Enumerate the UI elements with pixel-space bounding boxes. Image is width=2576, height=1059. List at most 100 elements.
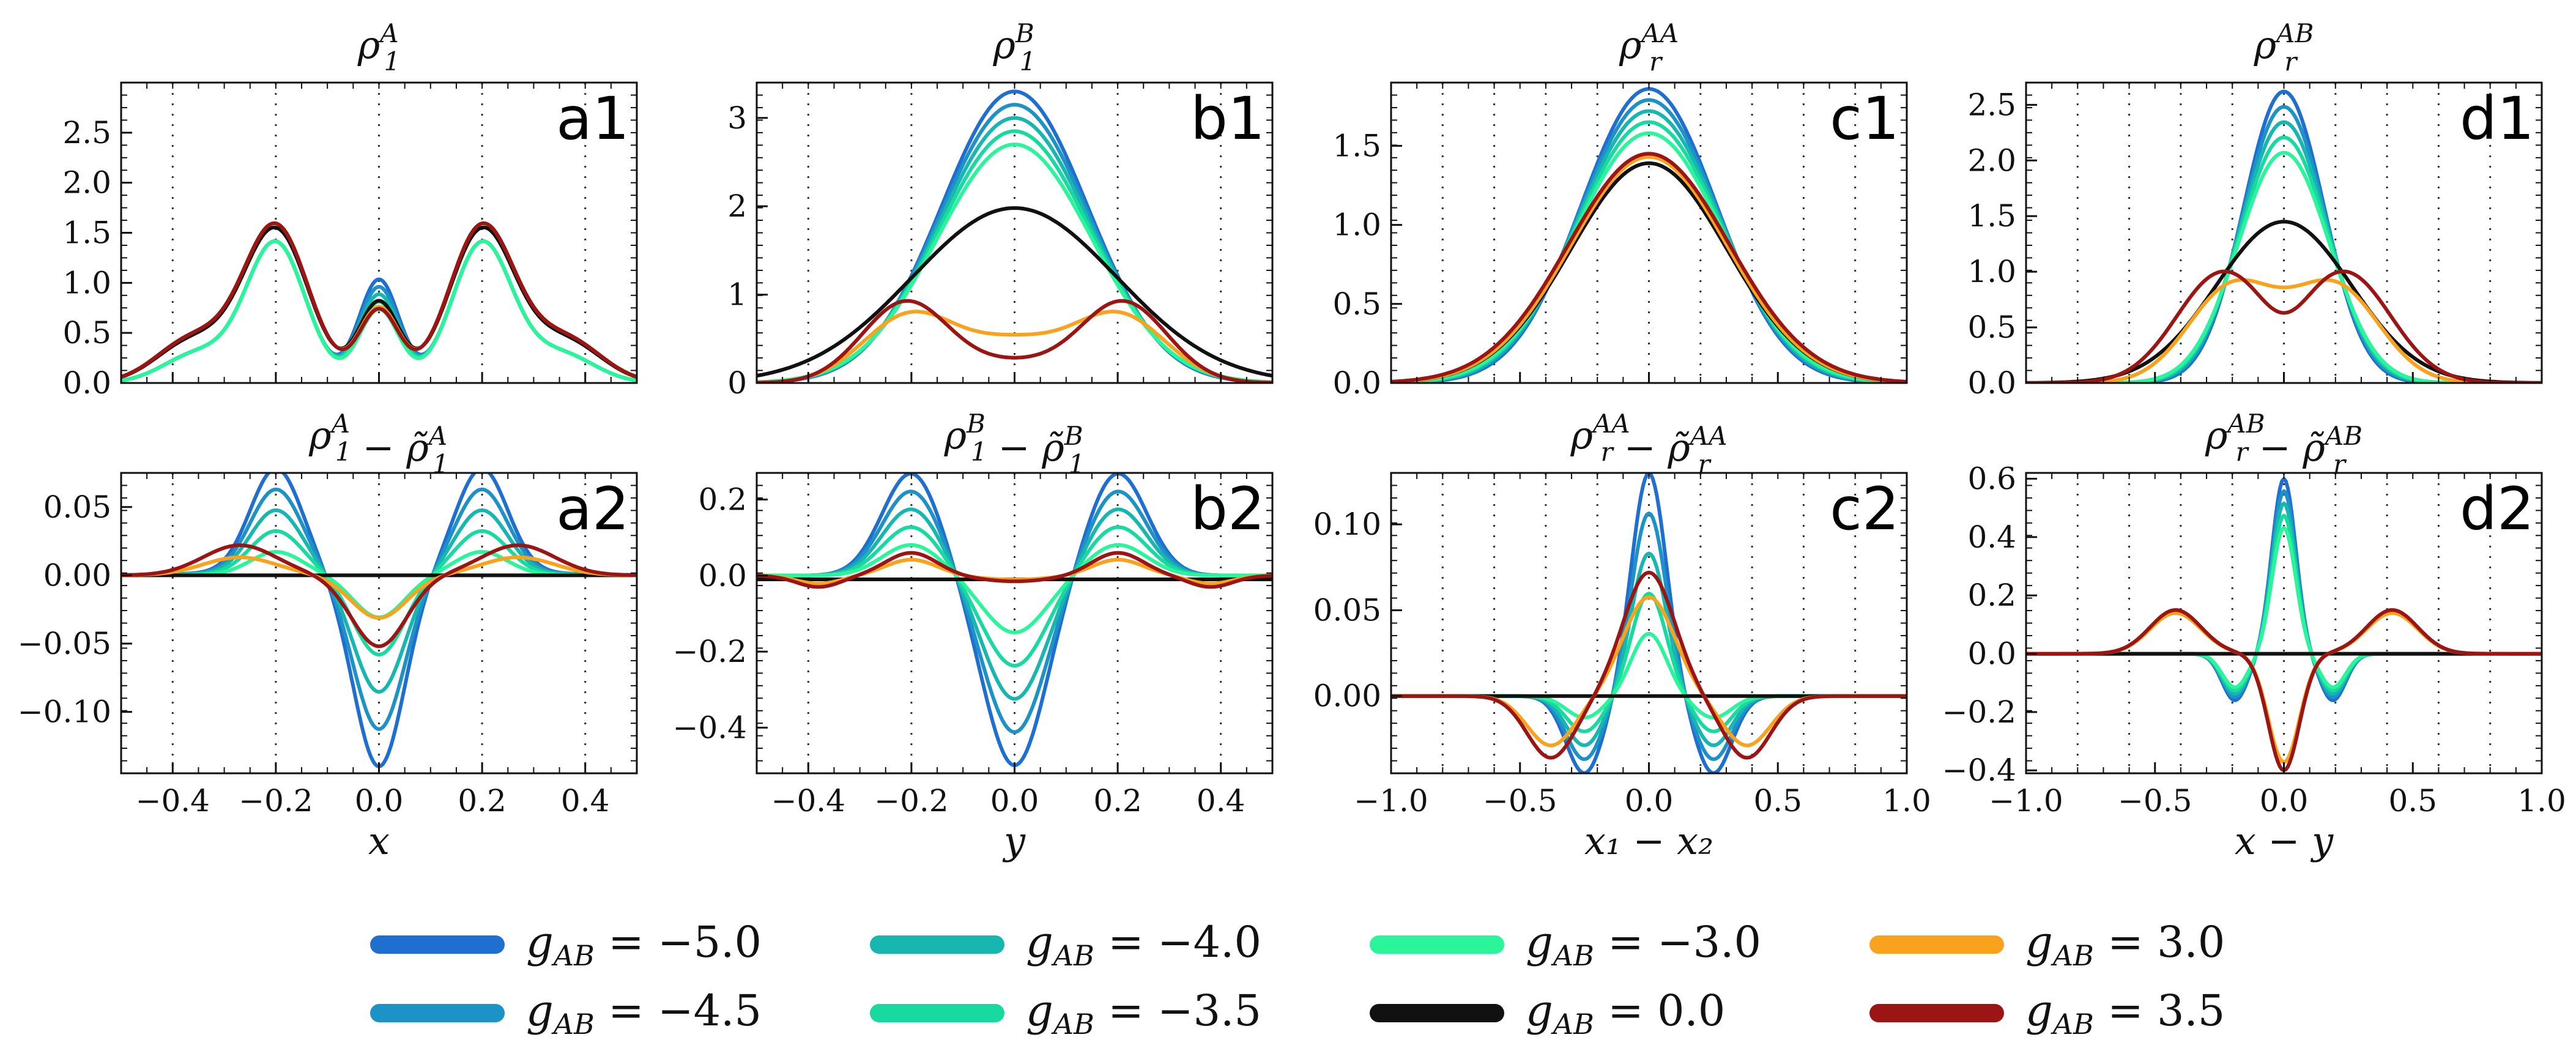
y-tick-label: 2.5 [1967, 87, 2016, 122]
panel-title: ρA 1 [357, 18, 401, 76]
x-tick-label: −0.2 [239, 783, 313, 819]
legend-item: gAB = −4.0 [870, 917, 1261, 972]
y-tick-label: 1.5 [62, 215, 111, 251]
series-line [121, 221, 637, 379]
y-tick-label: 0.00 [43, 557, 111, 593]
panel-title: ρB 1− ρ̃B 1 [944, 409, 1085, 479]
series-line [1391, 511, 1907, 761]
y-tick-label: −0.2 [673, 634, 747, 669]
y-tick-label: 0.5 [62, 315, 111, 351]
series-line [1391, 592, 1907, 734]
panel-title: ρAB r [2254, 18, 2314, 76]
y-tick-label: −0.10 [18, 694, 111, 730]
panel-tag: c2 [1830, 475, 1899, 543]
panel-b1: 0 1 2 3 ρB 1 b1 [727, 18, 1274, 401]
x-tick-label: 1.0 [2517, 783, 2566, 819]
x-axis-label: y [1002, 819, 1026, 863]
y-tick-label: 0.05 [43, 489, 111, 525]
series-line [121, 225, 637, 379]
y-tick-label: 1.0 [62, 265, 111, 300]
series-line [121, 550, 637, 620]
series-line [757, 525, 1272, 668]
y-tick-label: −0.4 [673, 710, 747, 745]
legend-item: gAB = −3.5 [870, 986, 1261, 1041]
panel-tag: b1 [1190, 84, 1265, 153]
y-tick-label: 0.6 [1967, 461, 2016, 497]
x-tick-label: −0.5 [2118, 783, 2192, 819]
x-tick-label: 0.0 [990, 783, 1039, 819]
legend-item: gAB = 0.0 [1370, 986, 1725, 1041]
x-tick-label: −0.4 [771, 783, 845, 819]
series-line [757, 299, 1272, 383]
panel-title: ρAA r − ρ̃AA r [1570, 409, 1728, 479]
panel-a2: 0.05 0.00 −0.05 −0.10 −0.4 −0.2 0.0 0.2 0.4 ρA 1− … [18, 409, 638, 863]
series-line [1391, 551, 1907, 748]
panel-d1: 0.0 0.5 1.0 1.5 2.0 2.5 ρAB r d1 [1967, 18, 2543, 401]
legend-label: gAB = −3.0 [1526, 917, 1761, 972]
panel-d2: 0.6 0.4 0.2 0.0 −0.2 −0.4−1.0 −0.5 0.0 0.5 1.0 ρAB… [1942, 409, 2566, 863]
curves [1391, 87, 1907, 383]
x-tick-label: 0.2 [1093, 783, 1142, 819]
x-tick-label: 0.2 [458, 783, 507, 819]
x-tick-label: 0.4 [561, 783, 610, 819]
legend-item: gAB = 3.0 [1869, 917, 2225, 972]
y-tick-label: 0.2 [1967, 578, 2016, 613]
legend-label: gAB = 3.0 [2025, 917, 2225, 972]
series-line [757, 543, 1272, 634]
x-tick-label: −1.0 [1354, 783, 1428, 819]
y-tick-label: 3 [727, 100, 747, 136]
y-tick-label: 2 [727, 188, 747, 224]
x-tick-label: −0.4 [136, 783, 210, 819]
legend-item: gAB = −4.5 [370, 986, 762, 1041]
x-tick-label: −0.5 [1483, 783, 1557, 819]
series-line [2026, 611, 2542, 764]
series-line [2026, 269, 2542, 383]
legend-item: gAB = 3.5 [1869, 986, 2225, 1041]
x-axis-label: x₁ − x₂ [1584, 819, 1713, 863]
series-line [1391, 152, 1907, 383]
panel-title: ρA 1− ρ̃A 1 [308, 409, 449, 479]
x-tick-label: 0.5 [2388, 783, 2437, 819]
y-tick-label: 0.4 [1967, 519, 2016, 555]
y-tick-label: 0 [727, 365, 747, 401]
y-tick-label: 1.5 [1967, 198, 2016, 234]
x-tick-label: −1.0 [1989, 783, 2063, 819]
x-tick-label: 0.0 [355, 783, 404, 819]
y-tick-label: 1 [727, 277, 747, 313]
y-tick-label: 0.0 [1332, 365, 1381, 401]
series-line [1391, 631, 1907, 719]
series-line [1391, 161, 1907, 383]
legend-item: gAB = −3.0 [1370, 917, 1761, 972]
series-line [1391, 155, 1907, 383]
panel-title: ρAA r [1619, 18, 1679, 76]
y-tick-label: 0.0 [698, 558, 747, 593]
series-line [1391, 131, 1907, 383]
x-tick-label: 0.0 [1625, 783, 1674, 819]
y-tick-label: 0.5 [1967, 310, 2016, 345]
y-tick-label: 2.0 [1967, 143, 2016, 178]
series-line [757, 206, 1272, 378]
y-tick-label: 2.5 [62, 115, 111, 150]
panel-tag: a2 [556, 475, 629, 543]
legend-label: gAB = 0.0 [1526, 986, 1725, 1041]
y-tick-label: 1.0 [1332, 207, 1381, 243]
panel-tag: a1 [556, 84, 629, 153]
curves [1391, 473, 1907, 773]
legend-label: gAB = −4.5 [526, 986, 762, 1041]
y-tick-label: 0.0 [1967, 365, 2016, 401]
series-line [1391, 570, 1907, 760]
panel-title: ρAB r − ρ̃AB r [2205, 409, 2363, 479]
curves [121, 221, 637, 382]
series-line [121, 555, 637, 620]
y-tick-label: 0.00 [1313, 678, 1381, 714]
y-tick-label: 1.0 [1967, 254, 2016, 289]
x-tick-label: 0.5 [1753, 783, 1802, 819]
panel-tag: d2 [2460, 475, 2534, 543]
panel-tag: c1 [1830, 84, 1899, 153]
series-line [2026, 526, 2542, 689]
y-tick-label: 0.2 [698, 482, 747, 518]
x-tick-label: −0.2 [874, 783, 948, 819]
x-tick-label: 0.4 [1197, 783, 1245, 819]
y-tick-label: −0.4 [1942, 752, 2016, 788]
